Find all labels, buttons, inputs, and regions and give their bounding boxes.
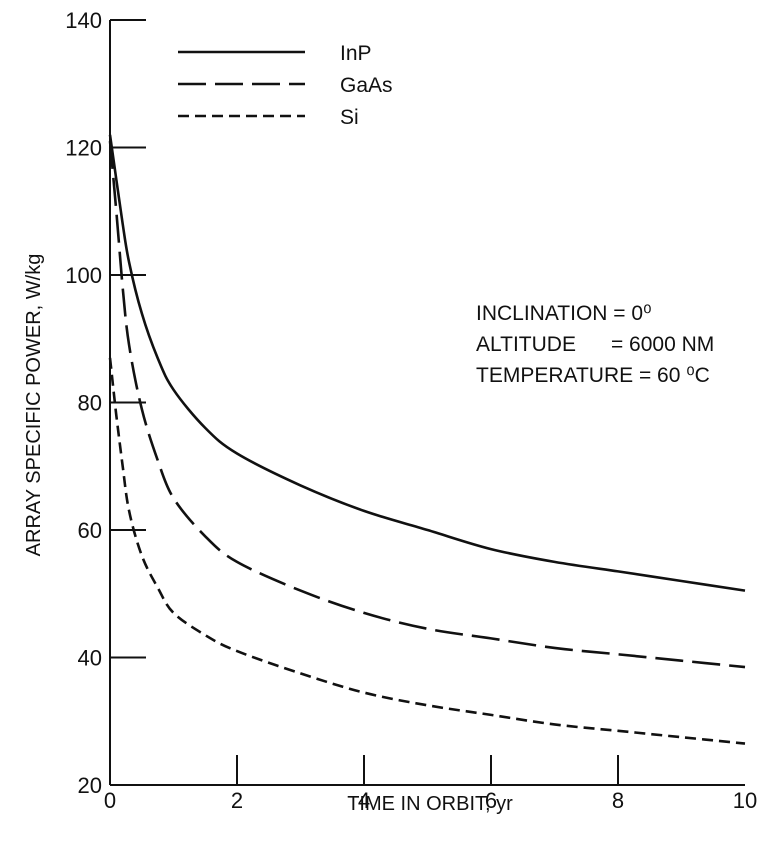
ticks: 20 40 60 80 100 120 140 0 2 4 6 8 10	[65, 8, 757, 813]
x-tick-label: 10	[733, 788, 757, 813]
x-tick-label: 8	[612, 788, 624, 813]
y-tick-label: 80	[78, 391, 102, 416]
x-tick-label: 6	[485, 788, 497, 813]
annotations: INCLINATION = 0⁰ ALTITUDE = 6000 NM TEMPER…	[476, 302, 714, 387]
annotation-line: TEMPERATURE = 60 ⁰C	[476, 364, 710, 387]
legend-label-si: Si	[340, 106, 359, 129]
x-tick-label: 0	[104, 788, 116, 813]
legend-label-inp: InP	[340, 42, 372, 65]
y-tick-label: 60	[78, 518, 102, 543]
x-tick-label: 2	[231, 788, 243, 813]
y-tick-label: 40	[78, 646, 102, 671]
y-tick-label: 120	[65, 136, 102, 161]
annotation-line: ALTITUDE = 6000 NM	[476, 333, 714, 356]
y-tick-label: 20	[78, 773, 102, 798]
legend-label-gaas: GaAs	[340, 74, 393, 97]
y-tick-label: 140	[65, 8, 102, 33]
x-tick-label: 4	[358, 788, 370, 813]
series-line-inp	[108, 134, 746, 592]
legend: InP GaAs Si	[178, 42, 393, 129]
axes	[109, 20, 745, 786]
series-line-si	[108, 357, 746, 745]
series-layer	[108, 134, 746, 745]
x-axis-label: TIME IN ORBIT, yr	[347, 793, 513, 815]
series-line-gaas	[108, 140, 746, 669]
y-axis-label: ARRAY SPECIFIC POWER, W/kg	[23, 254, 45, 557]
annotation-line: INCLINATION = 0⁰	[476, 302, 652, 325]
y-tick-label: 100	[65, 263, 102, 288]
